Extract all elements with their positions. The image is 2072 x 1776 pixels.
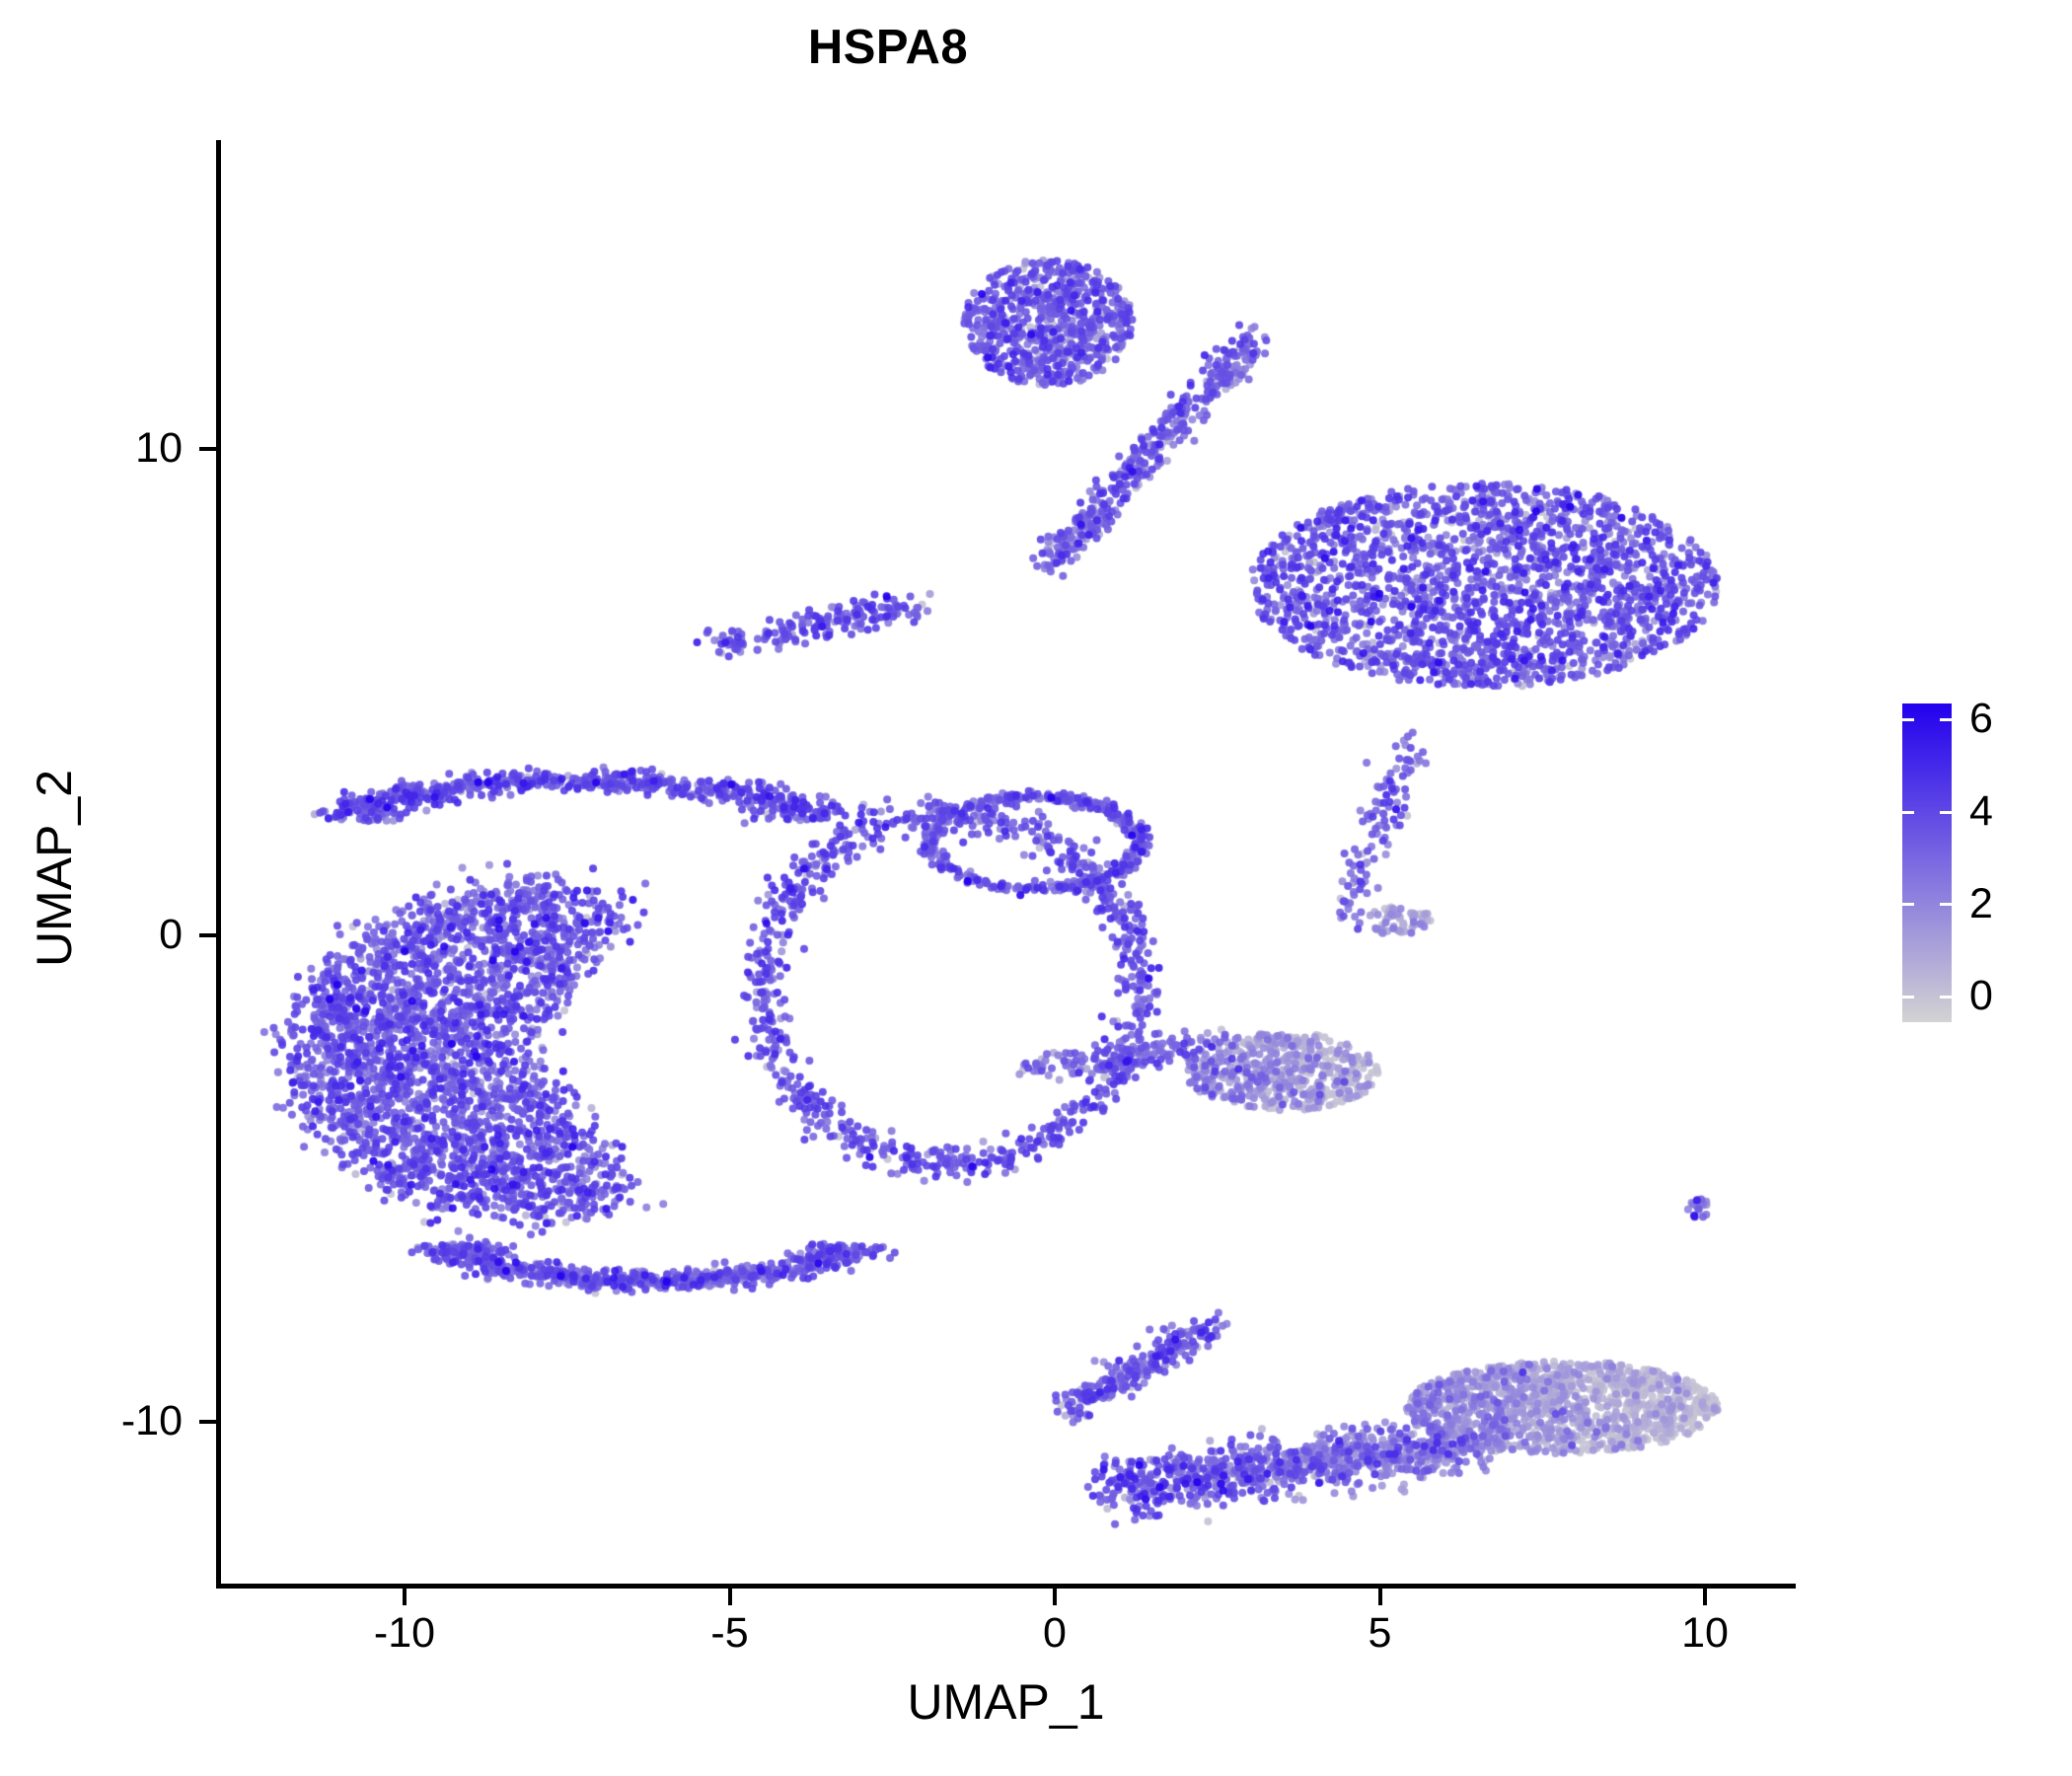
- x-axis-title: UMAP_1: [907, 1674, 1105, 1730]
- x-tick-mark: [1377, 1589, 1382, 1605]
- colorbar-legend: 0 2 4 6: [1902, 698, 2070, 1024]
- colorbar-tick-mark: [1940, 717, 1952, 721]
- x-axis-line: [216, 1584, 1796, 1589]
- colorbar-tick-mark: [1902, 903, 1914, 907]
- colorbar-tick-label: 2: [1969, 879, 1993, 927]
- colorbar-tick-mark: [1940, 903, 1952, 907]
- x-tick-mark: [1703, 1589, 1707, 1605]
- colorbar-tick-mark: [1940, 810, 1952, 814]
- colorbar-tick-mark: [1902, 810, 1914, 814]
- y-axis-title: UMAP_2: [27, 769, 82, 968]
- colorbar-gradient: [1902, 703, 1952, 1022]
- scatter-plot-panel: [221, 140, 1796, 1584]
- x-tick-label: -5: [710, 1609, 749, 1657]
- colorbar-tick-label: 6: [1969, 695, 1993, 743]
- y-tick-label: 0: [159, 911, 183, 958]
- page-title: HSPA8: [807, 21, 969, 74]
- x-tick-label: -10: [373, 1609, 436, 1657]
- y-tick-mark: [199, 1420, 216, 1424]
- x-tick-mark: [403, 1589, 407, 1605]
- x-tick-label: 5: [1368, 1609, 1392, 1657]
- x-tick-mark: [727, 1589, 732, 1605]
- x-tick-label: 0: [1043, 1609, 1067, 1657]
- scatter-points-canvas: [221, 140, 1796, 1584]
- y-axis-line: [216, 140, 221, 1587]
- colorbar-tick-mark: [1902, 995, 1914, 999]
- colorbar-tick-label: 4: [1969, 787, 1993, 835]
- colorbar-tick-mark: [1902, 717, 1914, 721]
- y-tick-mark: [199, 447, 216, 451]
- y-tick-label: 10: [135, 424, 183, 472]
- y-tick-mark: [199, 933, 216, 937]
- x-tick-mark: [1053, 1589, 1057, 1605]
- y-tick-label: -10: [120, 1397, 183, 1444]
- x-tick-label: 10: [1681, 1609, 1729, 1657]
- colorbar-tick-label: 0: [1969, 972, 1993, 1020]
- colorbar-tick-mark: [1940, 995, 1952, 999]
